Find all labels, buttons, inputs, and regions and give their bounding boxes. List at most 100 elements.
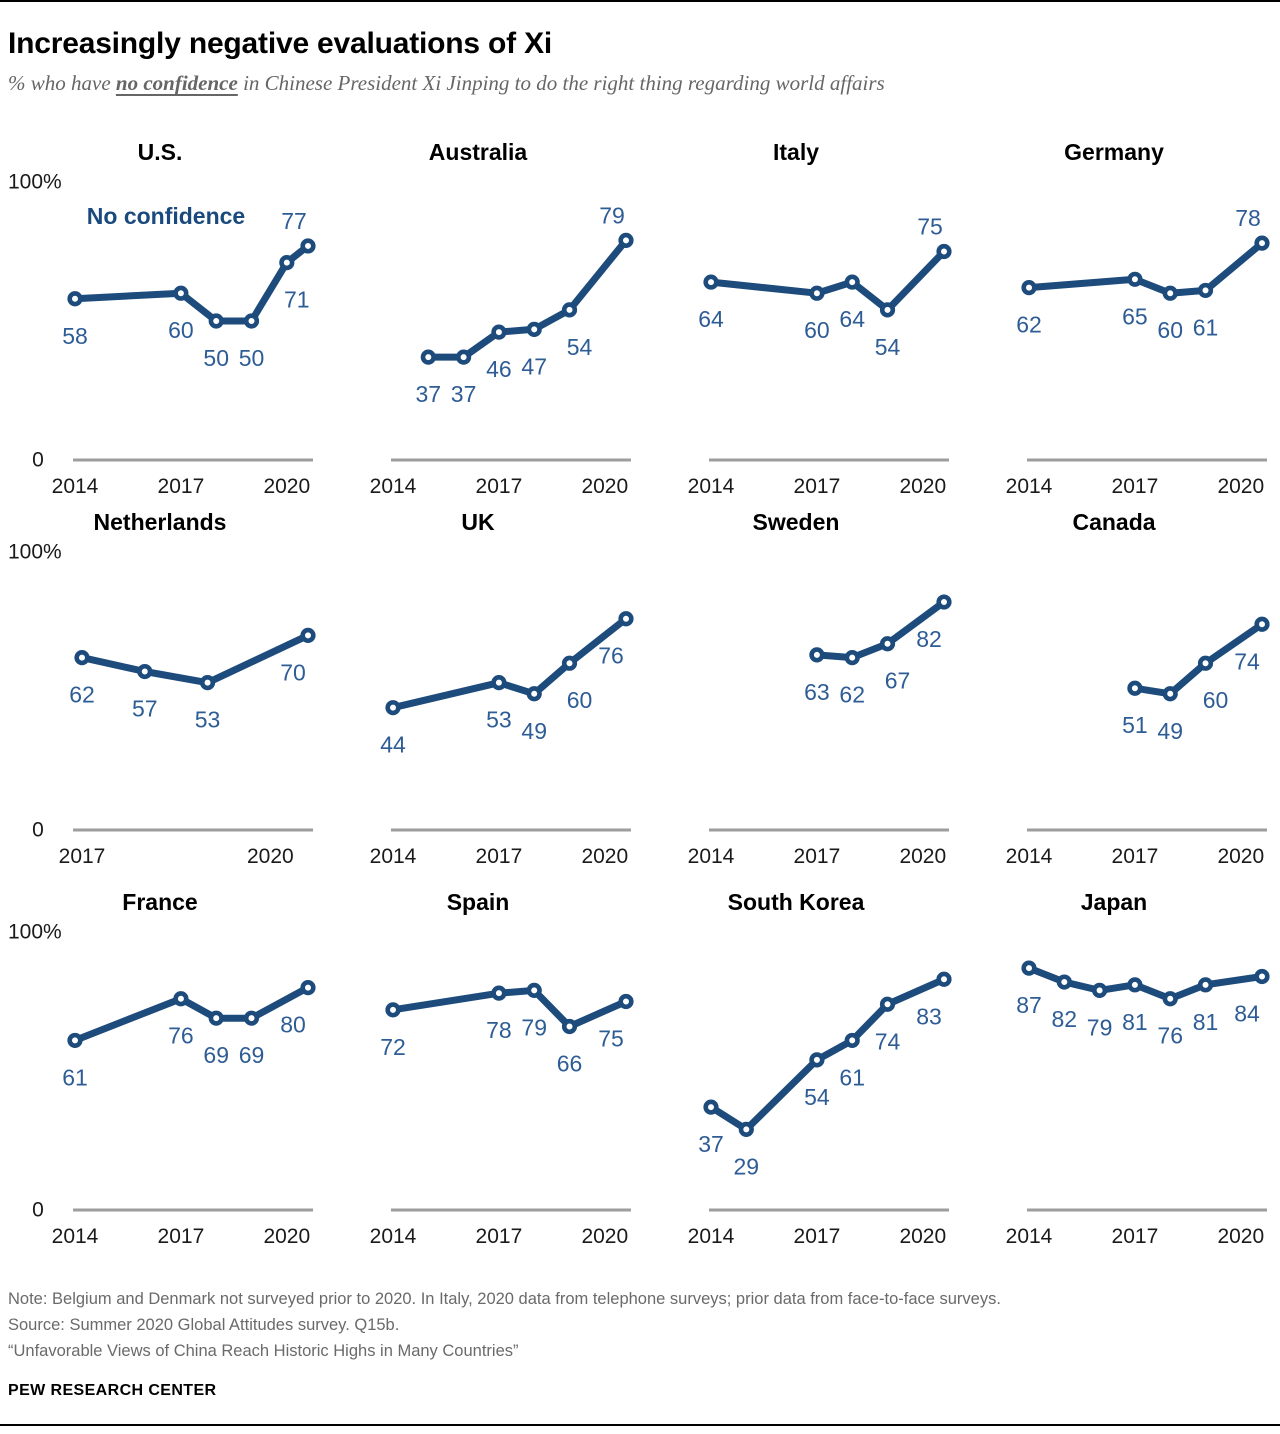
- trend-line: [1134, 621, 1264, 698]
- x-tick-label: 2020: [899, 475, 946, 498]
- data-label: 84: [1234, 1000, 1260, 1026]
- chart-cell-france: France 100% 0 2014 2017 2020 61 76 69 69 80: [8, 882, 326, 1272]
- data-point: [618, 611, 634, 627]
- line-chart-netherlands: Netherlands 100% 0 2017 2020 62 57 53 70: [8, 509, 316, 868]
- data-point: [936, 594, 952, 610]
- chart-cell-u-s-: U.S. 100% 0 2014 2017 2020 No confidence 58 60 50…: [8, 132, 326, 502]
- note-text: Note: Belgium and Denmark not surveyed p…: [8, 1290, 1001, 1308]
- data-point: [809, 285, 825, 301]
- x-tick-label: 2014: [370, 1225, 417, 1248]
- data-point: [738, 1121, 754, 1137]
- data-point: [208, 313, 224, 329]
- data-point: [1127, 271, 1143, 287]
- data-point: [844, 1032, 860, 1049]
- data-label: 58: [62, 323, 88, 349]
- data-point: [385, 700, 401, 716]
- data-label: 71: [284, 287, 310, 313]
- data-point: [526, 686, 542, 702]
- data-label: 79: [521, 1014, 547, 1040]
- data-point: [1127, 680, 1143, 696]
- data-point: [385, 1002, 401, 1018]
- x-tick-label: 2020: [581, 1225, 628, 1248]
- data-label: 72: [380, 1034, 406, 1060]
- data-label: 49: [521, 718, 547, 744]
- x-tick-label: 2017: [476, 475, 523, 498]
- chart-title: U.S.: [138, 139, 183, 165]
- data-label: 74: [1234, 648, 1260, 674]
- data-point: [173, 991, 189, 1007]
- data-point: [703, 274, 719, 290]
- x-tick-label: 2020: [1217, 845, 1264, 868]
- data-label: 76: [168, 1023, 194, 1049]
- data-point: [300, 979, 316, 996]
- footer: Note: Belgium and Denmark not surveyed p…: [8, 1286, 1272, 1400]
- line-chart-spain: Spain 2014 2017 2020 72 78 79 66 75: [370, 889, 634, 1248]
- data-label: 76: [1157, 1023, 1183, 1049]
- data-label: 46: [486, 356, 512, 382]
- data-label: 60: [804, 317, 830, 343]
- data-point: [173, 285, 189, 301]
- data-point: [936, 243, 952, 260]
- data-point: [243, 1010, 260, 1026]
- data-point: [1056, 974, 1072, 990]
- data-label: 80: [280, 1012, 306, 1038]
- data-label: 64: [839, 306, 865, 332]
- top-rule: [0, 0, 1280, 2]
- data-label: 76: [598, 643, 624, 669]
- data-label: 75: [598, 1026, 624, 1052]
- line-chart-south-korea: South Korea 2014 2017 2020 37 29 54 61 74 83: [688, 889, 952, 1248]
- x-tick-label: 2017: [794, 475, 841, 498]
- report-title-text: “Unfavorable Views of China Reach Histor…: [8, 1342, 519, 1360]
- data-label: 69: [203, 1042, 229, 1068]
- x-tick-label: 2020: [899, 1225, 946, 1248]
- data-point: [809, 1052, 825, 1068]
- data-label: 67: [885, 668, 911, 694]
- data-point: [1197, 977, 1214, 993]
- data-label: 83: [916, 1003, 942, 1029]
- chart-title: Netherlands: [94, 509, 227, 535]
- data-label: 53: [195, 707, 221, 733]
- data-point: [703, 1099, 719, 1115]
- y-axis-0-label: 0: [32, 819, 44, 842]
- chart-title: Australia: [429, 139, 528, 165]
- data-point: [279, 255, 295, 271]
- data-label: 54: [567, 334, 593, 360]
- data-point: [879, 996, 896, 1012]
- x-tick-label: 2017: [1112, 1225, 1159, 1248]
- data-label: 87: [1016, 992, 1042, 1018]
- data-point: [491, 985, 507, 1001]
- charts-grid: U.S. 100% 0 2014 2017 2020 No confidence 58 60 50…: [8, 132, 1272, 1272]
- data-label: 61: [1193, 314, 1219, 340]
- x-tick-label: 2017: [59, 845, 106, 868]
- chart-cell-italy: Italy 2014 2017 2020 64 60 64 54 75: [644, 132, 962, 502]
- data-label: 77: [281, 208, 307, 234]
- chart-cell-germany: Germany 2014 2017 2020 62 65 60 61 78: [962, 132, 1280, 502]
- data-point: [420, 349, 436, 365]
- data-point: [1197, 282, 1214, 299]
- chart-title: Germany: [1064, 139, 1164, 165]
- brand-pew-research-center: PEW RESEARCH CENTER: [8, 1382, 217, 1399]
- data-label: 70: [280, 659, 306, 685]
- chart-title: Spain: [447, 889, 510, 915]
- x-tick-label: 2017: [158, 1225, 205, 1248]
- data-label: 60: [1157, 317, 1183, 343]
- data-label: 53: [486, 707, 512, 733]
- data-label: 37: [698, 1131, 724, 1157]
- data-point: [1127, 977, 1143, 993]
- data-point: [526, 321, 542, 337]
- page-subtitle: % who have no confidence in Chinese Pres…: [8, 70, 1272, 96]
- x-tick-label: 2017: [794, 1225, 841, 1248]
- data-label: 64: [698, 306, 724, 332]
- data-point: [879, 636, 896, 652]
- data-label: 78: [1235, 205, 1261, 231]
- data-label: 65: [1122, 303, 1148, 329]
- data-point: [844, 274, 860, 290]
- data-point: [618, 993, 634, 1010]
- source-text: Source: Summer 2020 Global Attitudes sur…: [8, 1316, 400, 1334]
- data-label: 50: [239, 345, 265, 371]
- data-point: [809, 647, 825, 663]
- data-point: [561, 1018, 578, 1035]
